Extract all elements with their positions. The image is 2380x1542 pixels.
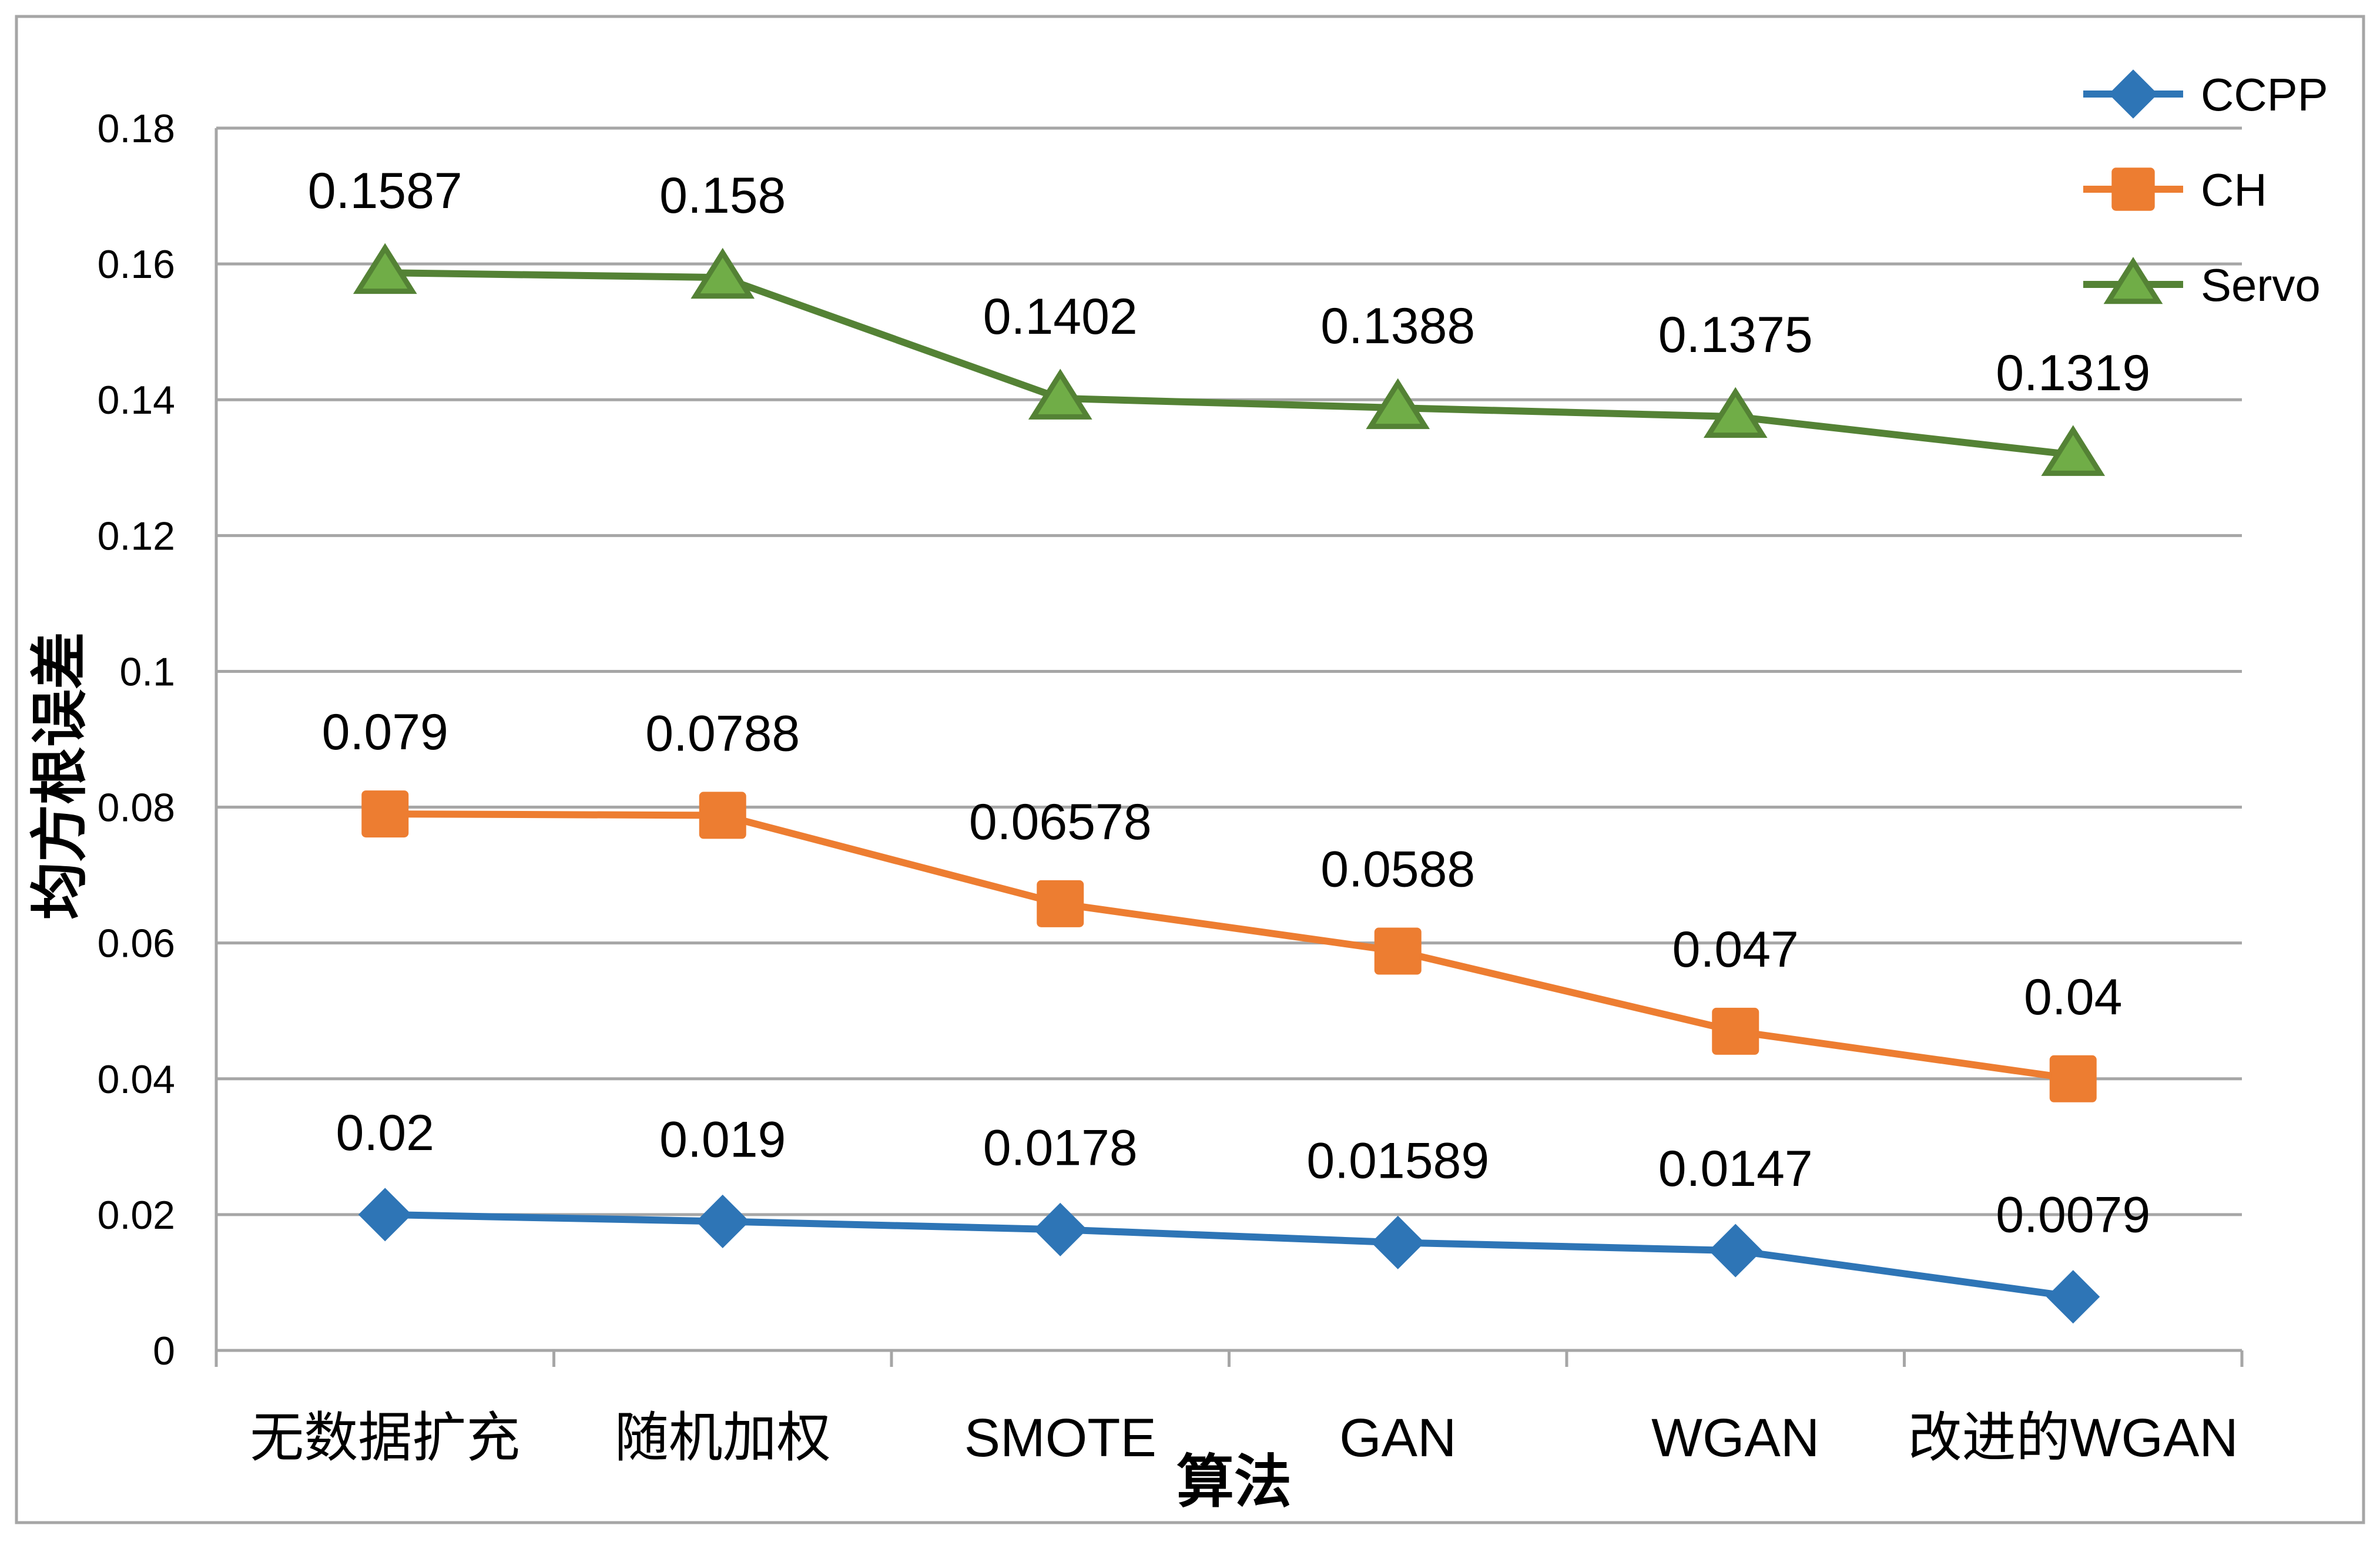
data-label: 0.0788 [645, 705, 800, 762]
data-label: 0.0147 [1658, 1141, 1813, 1197]
diamond-marker [696, 1194, 750, 1248]
x-category-label: 随机加权 [615, 1408, 831, 1468]
x-category-label: 无数据扩充 [250, 1408, 520, 1468]
triangle-marker [1703, 387, 1768, 438]
data-label: 0.047 [1672, 921, 1799, 978]
x-category-label: GAN [1339, 1408, 1456, 1468]
diamond-marker [358, 1188, 412, 1242]
grid-lines [216, 126, 2242, 1216]
y-tick-label: 0.18 [98, 106, 175, 151]
data-label: 0.0588 [1320, 842, 1475, 898]
triangle-marker [690, 247, 755, 299]
triangle-marker [1028, 368, 1092, 420]
y-tick-label: 0.12 [98, 514, 175, 558]
y-tick-label: 0.14 [98, 378, 175, 423]
triangle-marker [2103, 257, 2163, 304]
y-tick-label: 0.06 [98, 921, 175, 966]
y-tick-label: 0.08 [98, 786, 175, 830]
square-marker [2111, 167, 2155, 211]
x-category-label: SMOTE [964, 1408, 1157, 1468]
data-label: 0.158 [659, 167, 786, 224]
diamond-marker [2046, 1270, 2100, 1324]
y-tick-label: 0.02 [98, 1193, 175, 1238]
data-label: 0.019 [659, 1111, 786, 1168]
square-marker [1712, 1007, 1759, 1055]
data-label: 0.06578 [969, 794, 1152, 850]
square-marker [699, 792, 746, 839]
data-label: 0.1388 [1320, 298, 1475, 354]
diamond-marker [1708, 1223, 1762, 1278]
diamond-marker [1371, 1215, 1425, 1269]
data-label: 0.01589 [1306, 1132, 1489, 1189]
y-tick-label: 0.1 [119, 649, 175, 694]
series-line-ccpp [385, 1211, 2074, 1300]
data-label: 0.1375 [1658, 307, 1813, 363]
y-axis-title: 均方根误差 [27, 632, 92, 920]
data-labels: 0.02 0.019 0.0178 0.01589 0.0147 0.0079 0.079 0… [308, 163, 2151, 1243]
x-category-label: WGAN [1651, 1408, 1819, 1468]
legend-label-ch: CH [2201, 164, 2267, 216]
series-lines [353, 243, 2106, 1324]
y-tick-label: 0.16 [98, 242, 175, 287]
data-label: 0.0079 [1996, 1187, 2150, 1243]
y-tick-label: 0 [153, 1329, 175, 1373]
diamond-marker [2109, 69, 2158, 119]
x-category-label: 改进的WGAN [1908, 1408, 2238, 1468]
triangle-marker [353, 243, 417, 294]
triangle-marker [1366, 378, 1430, 430]
data-label: 0.0178 [983, 1119, 1138, 1176]
data-label: 0.079 [322, 704, 448, 760]
legend-label-ccpp: CCPP [2201, 69, 2328, 120]
series-line-servo [385, 269, 2074, 458]
data-label: 0.1319 [1996, 345, 2150, 401]
data-label: 0.04 [2024, 969, 2122, 1025]
chart-border [15, 15, 2365, 1524]
square-marker [361, 790, 409, 838]
data-label: 0.02 [336, 1105, 434, 1161]
series-line-ch [385, 810, 2074, 1082]
triangle-marker [2041, 425, 2106, 476]
axes: 0 0.02 0.04 0.06 0.08 0.1 0.12 0.14 0.16 0.18 无数据扩… [98, 106, 2244, 1468]
x-axis-title: 算法 [1176, 1449, 1292, 1514]
y-tick-label: 0.04 [98, 1057, 175, 1102]
legend-label-servo: Servo [2201, 259, 2321, 311]
data-label: 0.1587 [308, 163, 462, 219]
square-marker [2049, 1055, 2097, 1102]
square-marker [1037, 880, 1084, 927]
data-label: 0.1402 [983, 289, 1138, 345]
legend: CCPP CH Servo [2083, 69, 2328, 311]
square-marker [1374, 927, 1422, 975]
diamond-marker [1033, 1202, 1087, 1256]
